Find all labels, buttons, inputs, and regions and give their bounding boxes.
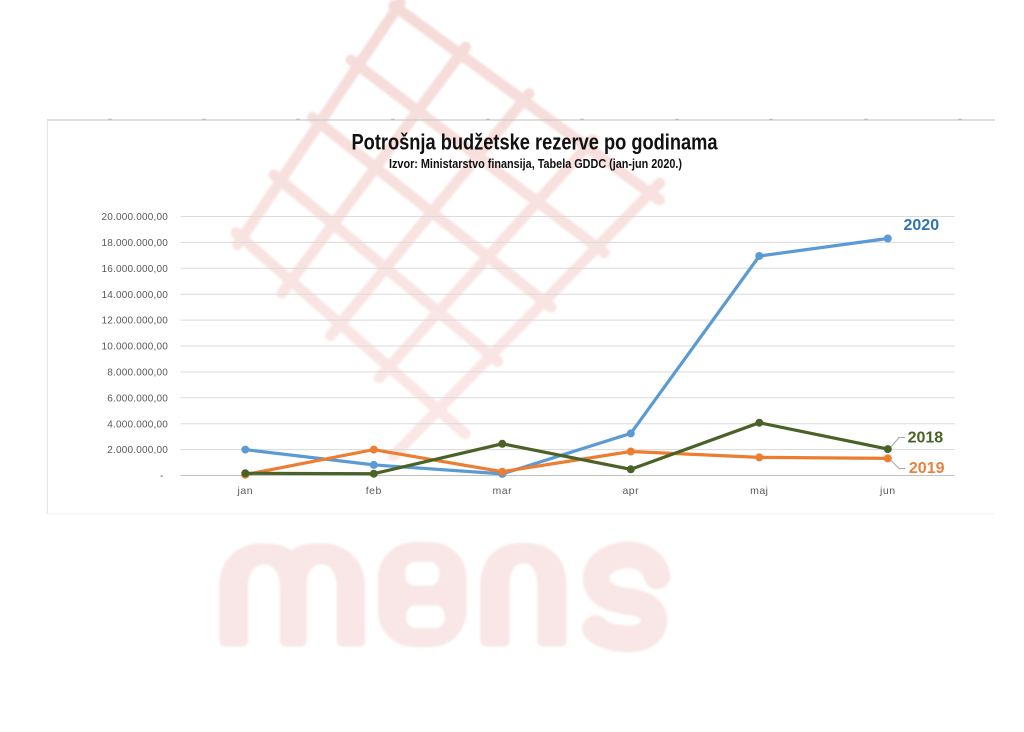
svg-text:-: - xyxy=(160,471,164,482)
svg-text:2020: 2020 xyxy=(904,217,940,234)
svg-text:16.000.000,00: 16.000.000,00 xyxy=(101,264,168,275)
svg-text:Izvor: Ministarstvo finansija,: Izvor: Ministarstvo finansija, Tabela GD… xyxy=(389,157,682,171)
svg-text:jun: jun xyxy=(879,485,896,497)
svg-text:6.000.000,00: 6.000.000,00 xyxy=(107,393,168,404)
svg-text:mar: mar xyxy=(493,485,513,497)
svg-text:Potrošnja budžetske rezerve po: Potrošnja budžetske rezerve po godinama xyxy=(352,130,719,155)
svg-text:maj: maj xyxy=(750,485,768,497)
svg-text:2019: 2019 xyxy=(909,460,945,477)
svg-text:apr: apr xyxy=(622,485,639,497)
svg-text:14.000.000,00: 14.000.000,00 xyxy=(101,290,168,301)
svg-text:12.000.000,00: 12.000.000,00 xyxy=(101,316,168,327)
svg-text:4.000.000,00: 4.000.000,00 xyxy=(107,419,168,430)
svg-text:8.000.000,00: 8.000.000,00 xyxy=(107,368,168,379)
svg-text:2018: 2018 xyxy=(908,429,944,446)
svg-text:18.000.000,00: 18.000.000,00 xyxy=(101,238,168,249)
svg-text:10.000.000,00: 10.000.000,00 xyxy=(101,342,168,353)
svg-text:feb: feb xyxy=(366,485,382,497)
svg-text:2.000.000,00: 2.000.000,00 xyxy=(107,445,168,456)
svg-text:jan: jan xyxy=(237,485,254,497)
svg-text:20.000.000,00: 20.000.000,00 xyxy=(101,212,168,223)
